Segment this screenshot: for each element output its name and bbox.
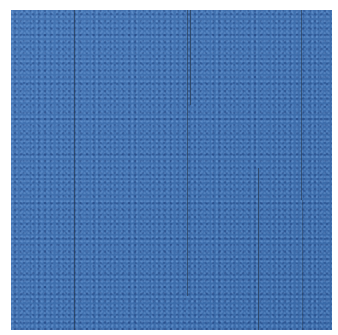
stripe-line — [187, 10, 188, 296]
stripe-line — [190, 10, 191, 105]
carpet-swatch — [11, 10, 332, 330]
stripe-line — [74, 10, 75, 330]
stripe-line — [302, 200, 303, 330]
stripe-line — [258, 168, 259, 330]
stripe-line — [301, 10, 302, 200]
